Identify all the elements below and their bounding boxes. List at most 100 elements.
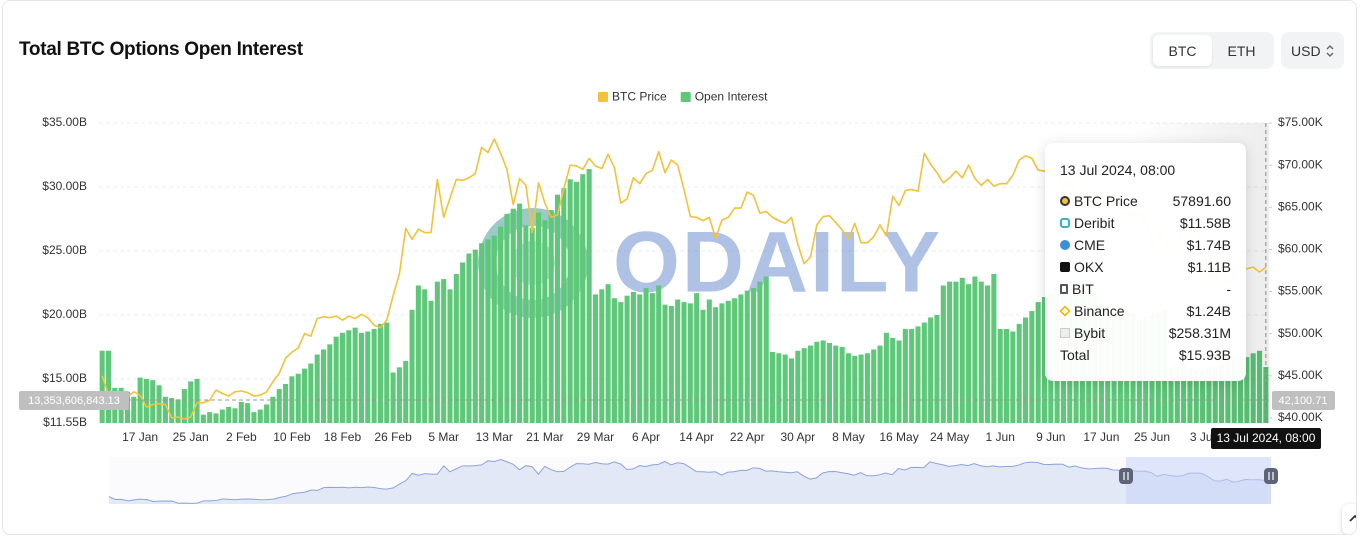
bar [460,262,466,423]
tooltip-value: 57891.60 [1172,193,1231,209]
bar [624,295,630,423]
bar [902,328,908,423]
navigator-handle-grip [1268,472,1274,480]
tooltip-label: Binance [1074,303,1125,319]
tooltip-row: BTC Price 57891.60 [1060,191,1231,211]
bar [352,327,358,423]
bar [890,337,896,423]
tooltip-label: Total [1060,347,1090,363]
bar [845,353,851,423]
bar [346,330,352,423]
bar [833,345,839,423]
y2-tick-label: $60.00K [1278,242,1323,256]
bar [219,409,225,423]
bar [466,253,472,423]
bar [498,226,504,423]
currency-select[interactable]: USD [1281,32,1344,69]
navigator-line [108,458,1272,504]
crosshair-y2-label: 42,100.71 [1279,395,1328,407]
bar [99,350,105,423]
y2-tick-label: $75.00K [1278,115,1323,129]
crosshair-label-bg [19,391,129,410]
bar [966,284,972,423]
bar [972,276,978,423]
bar [928,317,934,423]
x-tick-label: 22 Apr [730,430,765,444]
crosshair-label-bg [1211,428,1321,449]
navigator-area [109,459,1271,504]
bar [934,314,940,423]
x-tick-label: 2 Feb [226,430,257,444]
bar [738,294,744,423]
navigator-handle [1119,468,1133,484]
bar [940,285,946,423]
x-tick-label: 26 Feb [374,430,412,444]
bar [725,300,731,423]
bar [434,281,440,423]
bar [599,289,605,423]
bar [472,249,478,423]
bar [858,354,864,423]
bar [542,220,548,423]
bar [548,209,554,423]
bar [333,336,339,423]
bar [358,332,364,423]
x-tick-label: 21 Mar [526,430,563,444]
bar [441,279,447,423]
bar [181,389,187,423]
y-tick-label: $30.00B [42,179,87,193]
bar [194,378,200,423]
asset-button[interactable]: ETH [1227,42,1256,59]
bar [782,354,788,423]
bar [681,302,687,423]
x-tick-label: 17 Jan [122,430,158,444]
crosshair-label-bg [1272,391,1335,410]
bar [175,399,181,423]
tooltip-row: CME $1.74B [1060,235,1231,255]
crosshair-y-label: 13,353,606,843.13 [28,395,120,407]
bar [801,348,807,423]
bar [732,298,738,423]
bar [694,293,700,423]
x-tick-label: 29 Mar [577,430,614,444]
bar [1010,331,1016,423]
navigator-handle-grip [1123,472,1129,480]
bar [656,285,662,423]
legend-label: Open Interest [695,90,768,104]
bar [997,328,1003,423]
bar [137,377,143,423]
currency-label: USD [1291,42,1321,59]
y-tick-label: $25.00B [42,243,87,257]
bar [245,403,251,423]
bar [675,299,681,423]
bar [953,281,959,423]
bar [479,243,485,423]
tooltip-value: $1.24B [1186,303,1231,319]
bar [188,381,194,423]
bar [649,293,655,423]
y2-tick-label: $50.00K [1278,326,1323,340]
bar [371,328,377,423]
tooltip-row: OKX $1.11B [1060,257,1231,277]
y2-tick-label: $65.00K [1278,199,1323,213]
bar [814,341,820,423]
x-tick-label: 1 Jun [986,430,1015,444]
x-tick-label: 10 Feb [273,430,311,444]
scroll-top-button[interactable] [1342,504,1356,534]
tooltip-row: Bybit $258.31M [1060,323,1231,343]
bar [200,414,206,423]
x-tick-label: 13 Mar [476,430,513,444]
tooltip-value: - [1226,281,1231,297]
bar [365,331,371,423]
tooltip-row: Binance $1.24B [1059,301,1231,321]
bar [1041,296,1048,423]
bar [422,289,428,423]
asset-button[interactable]: BTC [1153,35,1212,66]
bar [226,407,232,423]
bar [415,285,421,423]
bar [959,277,965,423]
bar [1004,328,1010,423]
bar [763,276,769,423]
bar [883,332,889,423]
bar [510,208,516,423]
